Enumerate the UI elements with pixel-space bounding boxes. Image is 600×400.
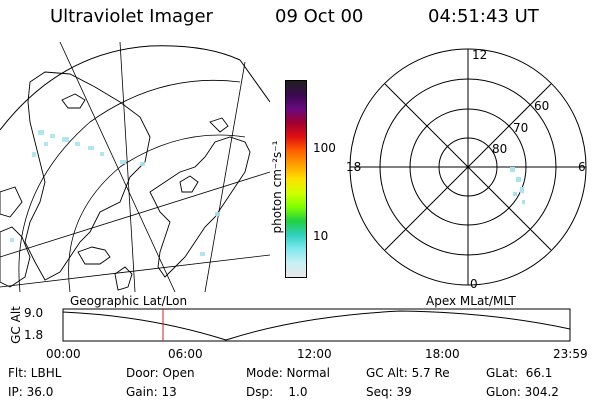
geographic-map [0, 42, 270, 292]
status-gain: Gain: 13 [126, 385, 177, 399]
timeline-left-caption: Geographic Lat/Lon [70, 294, 188, 308]
coastline-britain [114, 266, 133, 291]
coastline-svalbard [179, 175, 199, 193]
mlt-label-0: 0 [470, 277, 478, 291]
status-ip: IP: 36.0 [8, 385, 54, 399]
timeline-frame [62, 308, 571, 342]
altitude-curve [62, 310, 571, 341]
timeline-xtick-1200: 12:00 [297, 347, 332, 361]
map-boundary-arc [0, 45, 241, 131]
status-dsp: Dsp: 1.0 [246, 385, 308, 399]
timeline-xtick-2359: 23:59 [553, 347, 588, 361]
app-title: Ultraviolet Imager [50, 6, 213, 27]
map-boundary-edge [239, 59, 270, 103]
timeline-ytick-9: 9.0 [24, 306, 44, 320]
mlt-label-6: 6 [578, 160, 586, 174]
status-glat: GLat: 66.1 [486, 366, 553, 380]
timeline-xtick-1800: 18:00 [425, 347, 460, 361]
auroral-emission-polar [510, 167, 525, 204]
colorbar [285, 80, 307, 278]
timeline-xtick-0000: 00:00 [46, 347, 81, 361]
coastline-island-1 [61, 93, 86, 109]
polar-diagonal-2 [384, 83, 552, 251]
coastline-labrador [0, 226, 31, 288]
colorbar-tick-100: 100 [313, 141, 336, 155]
coastline-iceland [77, 246, 111, 265]
status-mode: Mode: Normal [246, 366, 330, 380]
coastline-island-3 [0, 186, 23, 218]
polar-plot: 12 0 18 6 60 70 80 [346, 48, 587, 291]
mlt-label-18: 18 [346, 160, 361, 174]
status-glon: GLon: 304.2 [486, 385, 559, 399]
coastline-island-2 [209, 117, 229, 133]
header-date: 09 Oct 00 [275, 6, 364, 27]
mlt-label-12: 12 [472, 48, 487, 62]
colorbar-unit-label: photon cm⁻²s⁻¹ [270, 140, 284, 234]
status-gc-alt: GC Alt: 5.7 Re [366, 366, 450, 380]
status-door: Door: Open [126, 366, 195, 380]
timeline-ytick-1-8: 1.8 [24, 328, 44, 342]
status-filter: Flt: LBHL [8, 366, 62, 380]
coastline-greenland [24, 71, 151, 281]
header-time: 04:51:43 UT [428, 6, 539, 27]
mlat-label-70: 70 [513, 121, 528, 135]
status-seq: Seq: 39 [366, 385, 412, 399]
colorbar-tick-10: 10 [313, 229, 329, 243]
coastline-scandinavia [149, 136, 251, 278]
timeline-right-caption: Apex MLat/MLT [426, 294, 516, 308]
mlat-label-60: 60 [534, 99, 549, 113]
mlat-label-80: 80 [492, 142, 507, 156]
auroral-emission-map [10, 130, 220, 256]
altitude-timeline [62, 308, 571, 342]
timeline-xtick-0600: 06:00 [168, 347, 203, 361]
